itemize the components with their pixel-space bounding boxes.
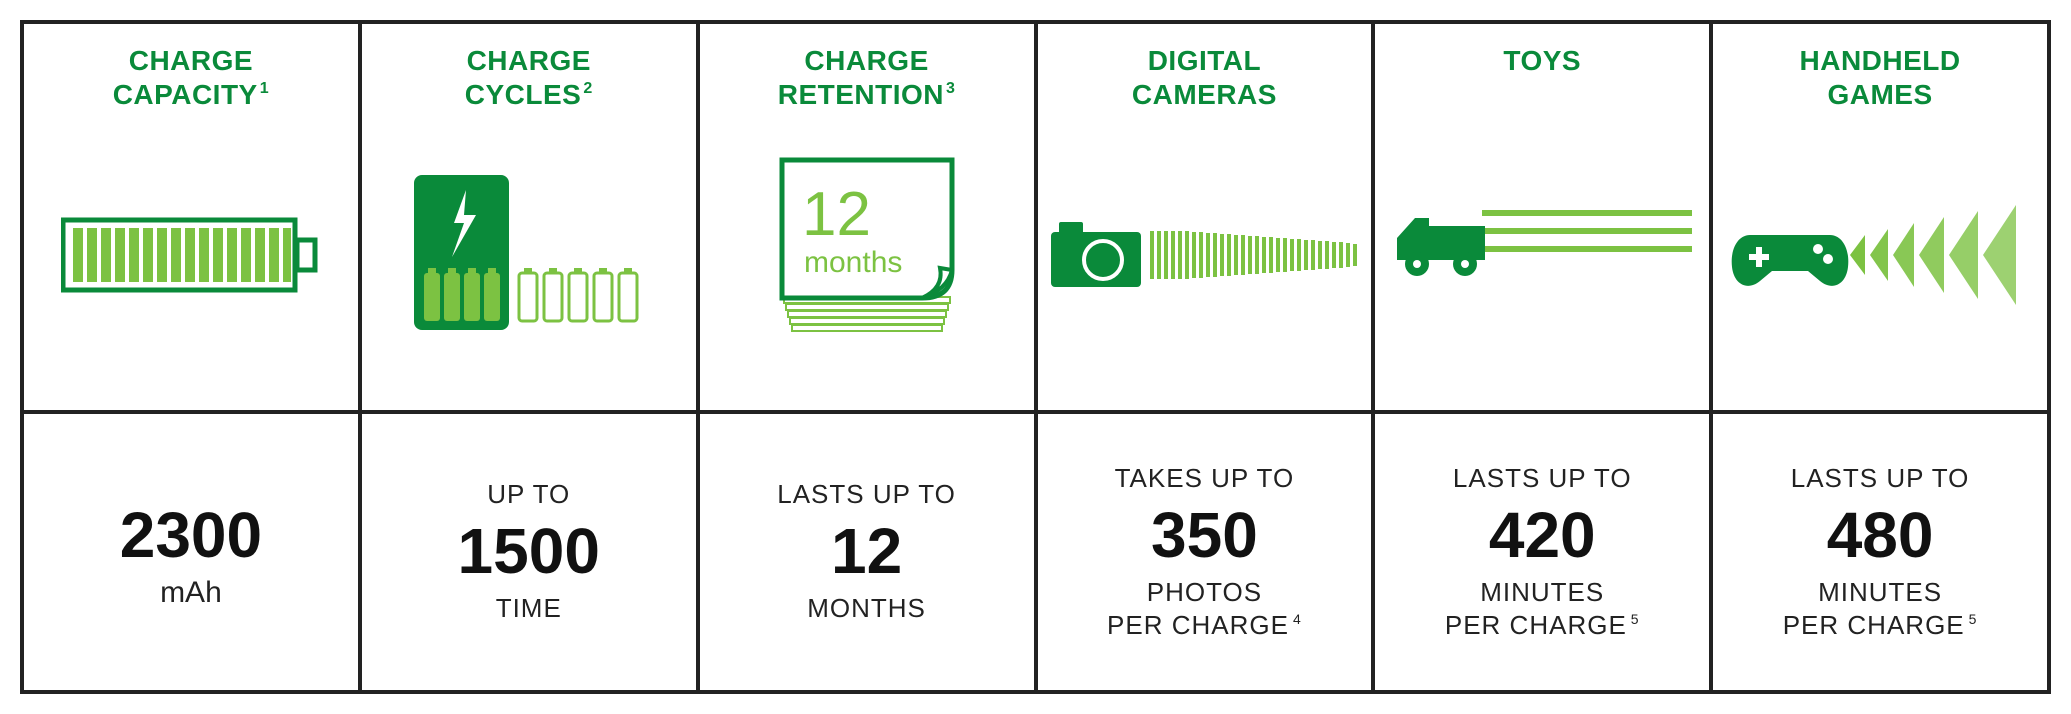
calendar-icon: 12 months	[772, 150, 962, 360]
icon-zone-games	[1723, 119, 2037, 390]
calendar-big: 12	[802, 180, 871, 249]
icon-zone-retention: 12 months	[710, 119, 1024, 390]
title-line1: TOYS	[1503, 45, 1581, 76]
value-toys: 420	[1489, 500, 1596, 570]
title-games: HANDHELD GAMES	[1800, 44, 1961, 111]
cell-val-capacity: 2300 mAh	[22, 412, 360, 692]
title-cameras: DIGITAL CAMERAS	[1132, 44, 1277, 111]
cell-top-cameras: DIGITAL CAMERAS	[1036, 22, 1374, 412]
title-line1: CHARGE	[467, 45, 591, 76]
icon-zone-capacity	[34, 119, 348, 390]
post2: PER CHARGE	[1445, 610, 1627, 640]
title-line2: CAPACITY	[113, 79, 258, 110]
title-line1: CHARGE	[804, 45, 928, 76]
post-cameras: PHOTOS PER CHARGE4	[1107, 576, 1302, 641]
cell-val-cameras: TAKES UP TO 350 PHOTOS PER CHARGE4	[1036, 412, 1374, 692]
camera-icon	[1051, 220, 1146, 290]
battery-icon	[61, 210, 321, 300]
spec-grid: CHARGE CAPACITY1	[20, 20, 2051, 694]
post1: PHOTOS	[1147, 577, 1262, 607]
title-sup: 1	[260, 80, 269, 97]
title-sup: 3	[946, 80, 955, 97]
post-retention: MONTHS	[807, 592, 926, 625]
value-capacity: 2300	[120, 500, 262, 570]
value-games: 480	[1827, 500, 1934, 570]
post-sup: 5	[1969, 611, 1978, 627]
calendar-small: months	[804, 246, 902, 279]
post1: MINUTES	[1818, 577, 1942, 607]
title-line2: RETENTION	[778, 79, 944, 110]
post-games: MINUTES PER CHARGE5	[1783, 576, 1978, 641]
title-line2: CAMERAS	[1132, 79, 1277, 110]
pretext-cameras: TAKES UP TO	[1115, 463, 1295, 494]
title-line1: DIGITAL	[1148, 45, 1261, 76]
post2: PER CHARGE	[1107, 610, 1289, 640]
value-retention: 12	[831, 516, 902, 586]
title-line1: HANDHELD	[1800, 45, 1961, 76]
cell-val-retention: LASTS UP TO 12 MONTHS	[698, 412, 1036, 692]
icon-zone-cameras	[1048, 119, 1362, 390]
cell-top-games: HANDHELD GAMES	[1711, 22, 2049, 412]
truck-icon	[1387, 188, 1697, 288]
value-cameras: 350	[1151, 500, 1258, 570]
title-retention: CHARGE RETENTION3	[778, 44, 956, 111]
title-capacity: CHARGE CAPACITY1	[113, 44, 269, 111]
cell-val-cycles: UP TO 1500 TIME	[360, 412, 698, 692]
pretext-toys: LASTS UP TO	[1453, 463, 1632, 494]
post-toys: MINUTES PER CHARGE5	[1445, 576, 1640, 641]
camera-trail-icon	[1150, 231, 1357, 279]
cell-top-cycles: CHARGE CYCLES2	[360, 22, 698, 412]
post-cycles: TIME	[496, 592, 562, 625]
icon-zone-cycles	[372, 119, 686, 390]
cell-top-retention: CHARGE RETENTION3 12 months	[698, 22, 1036, 412]
gamepad-icon	[1730, 205, 2030, 305]
charger-icon	[404, 165, 654, 345]
post-sup: 4	[1293, 611, 1302, 627]
icon-zone-toys	[1385, 86, 1699, 390]
title-line2: CYCLES	[465, 79, 582, 110]
title-cycles: CHARGE CYCLES2	[465, 44, 593, 111]
title-sup: 2	[583, 80, 592, 97]
post-sup: 5	[1631, 611, 1640, 627]
cell-val-toys: LASTS UP TO 420 MINUTES PER CHARGE5	[1373, 412, 1711, 692]
cell-top-toys: TOYS	[1373, 22, 1711, 412]
cell-val-games: LASTS UP TO 480 MINUTES PER CHARGE5	[1711, 412, 2049, 692]
value-cycles: 1500	[458, 516, 600, 586]
post1: MINUTES	[1480, 577, 1604, 607]
title-line2: GAMES	[1827, 79, 1932, 110]
pretext-cycles: UP TO	[487, 479, 570, 510]
post2: PER CHARGE	[1783, 610, 1965, 640]
pretext-games: LASTS UP TO	[1791, 463, 1970, 494]
unit-capacity: mAh	[160, 576, 222, 610]
title-toys: TOYS	[1503, 44, 1581, 78]
pretext-retention: LASTS UP TO	[777, 479, 956, 510]
cell-top-capacity: CHARGE CAPACITY1	[22, 22, 360, 412]
title-line1: CHARGE	[129, 45, 253, 76]
